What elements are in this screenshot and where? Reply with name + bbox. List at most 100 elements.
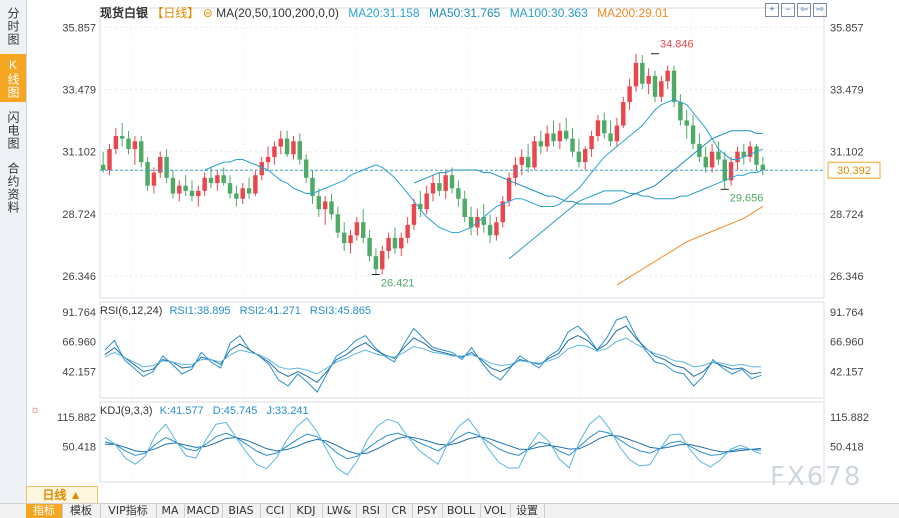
ma200-line	[616, 205, 764, 286]
candle-body	[221, 175, 226, 184]
candle-body	[291, 141, 296, 155]
candle-body	[107, 149, 112, 170]
indicator-tab-14[interactable]: VOL	[480, 504, 511, 518]
candle-body	[621, 102, 626, 126]
candle-body	[418, 203, 423, 210]
rsi-line-rsi1	[104, 315, 762, 393]
candle-body	[177, 185, 182, 194]
candle-body	[158, 156, 163, 173]
ma50-value: MA50:31.765	[428, 6, 501, 20]
candle-body	[354, 222, 360, 236]
annotation-low: 26.421	[381, 277, 415, 289]
indicator-tab-5[interactable]: MACD	[184, 504, 223, 518]
sun-icon[interactable]: ☼	[30, 404, 41, 416]
candle-body	[126, 138, 131, 150]
scroll-right-icon[interactable]: ⇨	[813, 3, 827, 17]
candle-body	[671, 70, 677, 103]
tab-intraday[interactable]: 分时图	[6, 6, 20, 46]
indicator-tab-7[interactable]: CCI	[260, 504, 291, 518]
candle-body	[608, 133, 613, 142]
ma100-value: MA100:30.363	[509, 6, 588, 20]
candle-body	[113, 136, 119, 150]
candle-body	[183, 185, 188, 191]
annotation-low: 29.656	[730, 192, 764, 204]
ma-params: MA(20,50,100,200,0,0)	[216, 6, 339, 20]
candle-body	[462, 198, 467, 218]
y-tick-right: 28.724	[830, 209, 864, 221]
indicator-tab-13[interactable]: BOLL	[442, 504, 481, 518]
candle-body	[227, 183, 233, 194]
candle-body	[551, 133, 556, 142]
candle-body	[570, 138, 575, 152]
candle-body	[741, 151, 747, 157]
y-tick-left: 28.724	[62, 209, 96, 221]
indicator-tab-11[interactable]: CR	[386, 504, 413, 518]
candle-body	[259, 162, 264, 176]
candle-body	[341, 232, 347, 244]
kdj-line-d	[105, 434, 762, 455]
candle-body	[506, 177, 512, 202]
annotation-high: 34.846	[660, 39, 694, 51]
candle-body	[576, 151, 582, 163]
candle-body	[234, 193, 239, 199]
candle-body	[659, 81, 664, 97]
candle-body	[253, 175, 258, 194]
j-value: J:33.241	[266, 405, 309, 417]
indicator-tab-3[interactable]: VIP指标	[100, 504, 157, 518]
ma200-value: MA200:29.01	[597, 6, 669, 20]
candle-body	[316, 196, 322, 210]
settings-icon[interactable]: ⊜	[202, 6, 213, 20]
price-chart-canvas[interactable]: 35.857 35.857 33.479 33.479 31.102 31.102 28.7…	[26, 0, 899, 486]
y-tick-right: 31.102	[830, 147, 864, 159]
candle-body	[468, 217, 474, 228]
zoom-out-icon[interactable]: −	[781, 3, 795, 17]
candle-body	[500, 201, 505, 223]
kdj-y-tick-right: 115.882	[830, 412, 869, 424]
candle-body	[602, 120, 607, 134]
instrument-name: 现货白银	[100, 6, 149, 20]
candle-body	[380, 250, 385, 270]
tab-kline[interactable]: K线图	[0, 54, 26, 102]
rsi-line-rsi3	[104, 337, 762, 375]
candle-body	[392, 237, 398, 249]
candle-body	[627, 86, 632, 103]
candle-body	[272, 146, 277, 157]
indicator-tab-1[interactable]: 指标	[26, 504, 63, 518]
candle-body	[589, 136, 594, 150]
candle-body	[678, 102, 683, 121]
rsi-y-tick-right: 42.157	[830, 366, 864, 378]
candle-body	[348, 235, 353, 244]
candle-body	[208, 177, 214, 184]
candle-body	[424, 193, 429, 210]
rsi-y-tick-left: 42.157	[62, 366, 96, 378]
indicator-tab-12[interactable]: PSY	[412, 504, 443, 518]
rsi-y-tick-left: 91.764	[62, 307, 96, 319]
candle-body	[170, 177, 176, 194]
indicator-tab-10[interactable]: RSI	[356, 504, 387, 518]
candle-body	[760, 164, 766, 171]
indicator-tab-6[interactable]: BIAS	[222, 504, 261, 518]
indicator-tab-4[interactable]: MA	[156, 504, 185, 518]
indicator-tab-8[interactable]: KDJ	[290, 504, 323, 518]
candle-body	[215, 175, 220, 184]
indicator-tab-15[interactable]: 设置	[510, 504, 545, 518]
candle-body	[690, 125, 696, 144]
tab-contract-info[interactable]: 合约资料	[6, 162, 20, 214]
candle-body	[487, 224, 493, 236]
candle-body	[563, 130, 569, 139]
zoom-in-icon[interactable]: +	[765, 3, 779, 17]
candle-body	[139, 141, 144, 163]
y-tick-right: 26.346	[830, 271, 864, 283]
current-price-label: 30.392	[837, 165, 871, 177]
candle-body	[595, 120, 601, 137]
rsi1-value: RSI1:38.895	[169, 305, 231, 317]
indicator-tab-9[interactable]: LW&	[322, 504, 357, 518]
period-selector-button[interactable]: 日线 ▲	[26, 486, 98, 504]
candle-body	[335, 214, 341, 233]
candle-body	[202, 177, 207, 191]
indicator-tab-2[interactable]: 模板	[62, 504, 101, 518]
tab-tick[interactable]: 闪电图	[6, 110, 20, 150]
scroll-left-icon[interactable]: ⇦	[797, 3, 811, 17]
y-tick-left: 35.857	[62, 22, 96, 34]
chart-title: 现货白银 【日线】 ⊜ MA(20,50,100,200,0,0) MA20:3…	[100, 4, 668, 21]
